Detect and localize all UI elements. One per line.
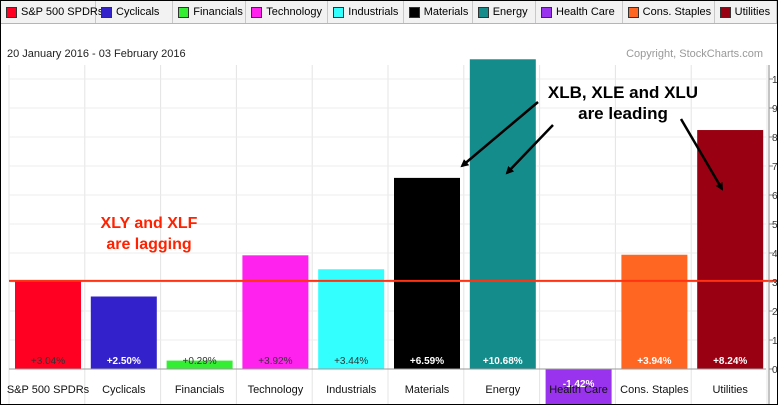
annotation-lagging-line2: are lagging	[106, 236, 191, 253]
legend-swatch	[719, 6, 731, 18]
bar	[545, 369, 612, 404]
legend-swatch	[251, 6, 263, 18]
y-tick-label: 9	[772, 104, 777, 115]
x-tick-label: Health Care	[549, 384, 608, 396]
legend-swatch	[408, 6, 420, 18]
y-tick-label: 0	[772, 365, 777, 376]
bar	[394, 177, 460, 369]
legend-swatch	[6, 6, 17, 18]
legend-label: Energy	[492, 6, 528, 18]
legend-label: Utilities	[734, 6, 771, 18]
legend-label: Health Care	[556, 6, 615, 18]
bar	[621, 254, 688, 369]
legend-item[interactable]: Energy	[473, 1, 536, 23]
data-label: +6.59%	[410, 356, 444, 367]
bar	[90, 296, 157, 369]
legend-label: Cyclicals	[116, 6, 160, 18]
date-range: 20 January 2016 - 03 February 2016	[7, 48, 186, 60]
legend-label: Industrials	[348, 6, 399, 18]
legend-label: Cons. Staples	[642, 6, 712, 18]
y-tick-label: 2	[772, 307, 777, 318]
y-tick-label: 5	[772, 220, 777, 231]
data-label: +0.29%	[182, 356, 216, 367]
y-tick-label: 7	[772, 162, 777, 173]
legend-item[interactable]: Cons. Staples	[623, 1, 715, 23]
legend-swatch	[333, 6, 345, 18]
legend-swatch	[627, 6, 639, 18]
data-label: +2.50%	[107, 356, 141, 367]
legend-item[interactable]: Utilities	[715, 1, 777, 23]
x-tick-label: Industrials	[326, 384, 377, 396]
legend-item[interactable]: Materials	[404, 1, 473, 23]
data-label: +3.44%	[334, 356, 368, 367]
copyright-text: Copyright, StockCharts.com	[626, 48, 763, 60]
x-tick-label: Cyclicals	[102, 384, 146, 396]
legend-label: S&P 500 SPDRs	[21, 6, 104, 18]
bar	[242, 255, 309, 369]
x-tick-label: Cons. Staples	[620, 384, 689, 396]
bar	[469, 59, 536, 369]
annotation-leading-line1: XLB, XLE and XLU	[548, 83, 698, 102]
y-tick-label: 1	[772, 336, 777, 347]
y-tick-label: 4	[772, 249, 777, 260]
legend-item[interactable]: S&P 500 SPDRs	[1, 1, 103, 23]
arrow-to-materials	[460, 101, 539, 168]
legend-label: Technology	[266, 6, 322, 18]
legend-item[interactable]: Cyclicals	[96, 1, 174, 23]
x-tick-label: S&P 500 SPDRs	[7, 384, 90, 396]
bar	[318, 269, 385, 369]
annotation-lagging-line1: XLY and XLF	[101, 215, 198, 232]
x-tick-label: Financials	[175, 384, 225, 396]
arrow-to-energy	[505, 124, 554, 175]
data-label: +3.92%	[258, 356, 292, 367]
y-tick-label: 10	[772, 75, 777, 86]
legend-item[interactable]: Industrials	[328, 1, 404, 23]
legend-swatch	[101, 6, 112, 18]
data-label: +8.24%	[713, 356, 747, 367]
legend-item[interactable]: Financials	[173, 1, 247, 23]
legend-swatch	[477, 6, 489, 18]
legend-label: Financials	[193, 6, 243, 18]
y-tick-label: 8	[772, 133, 777, 144]
legend-item[interactable]: Technology	[246, 1, 329, 23]
data-label: -1.42%	[563, 379, 595, 390]
legend-swatch	[178, 6, 190, 18]
x-tick-label: Technology	[248, 384, 304, 396]
bar	[697, 130, 764, 369]
arrow-to-utilities	[679, 118, 724, 191]
bar	[15, 280, 81, 369]
y-tick-label: 6	[772, 191, 777, 202]
legend-swatch	[541, 6, 552, 18]
data-label: +3.04%	[31, 356, 65, 367]
bar	[166, 360, 233, 369]
legend-bar: S&P 500 SPDRs Cyclicals Financials Technolo…	[1, 1, 777, 24]
legend-item[interactable]: Health Care	[536, 1, 623, 23]
annotation-leading-line2: are leading	[578, 104, 668, 123]
x-tick-label: Energy	[485, 384, 520, 396]
data-label: +3.94%	[637, 356, 671, 367]
legend-label: Materials	[423, 6, 469, 18]
y-tick-label: 3	[772, 278, 777, 289]
x-tick-label: Utilities	[712, 384, 748, 396]
x-tick-label: Materials	[405, 384, 450, 396]
data-label: +10.68%	[483, 356, 523, 367]
